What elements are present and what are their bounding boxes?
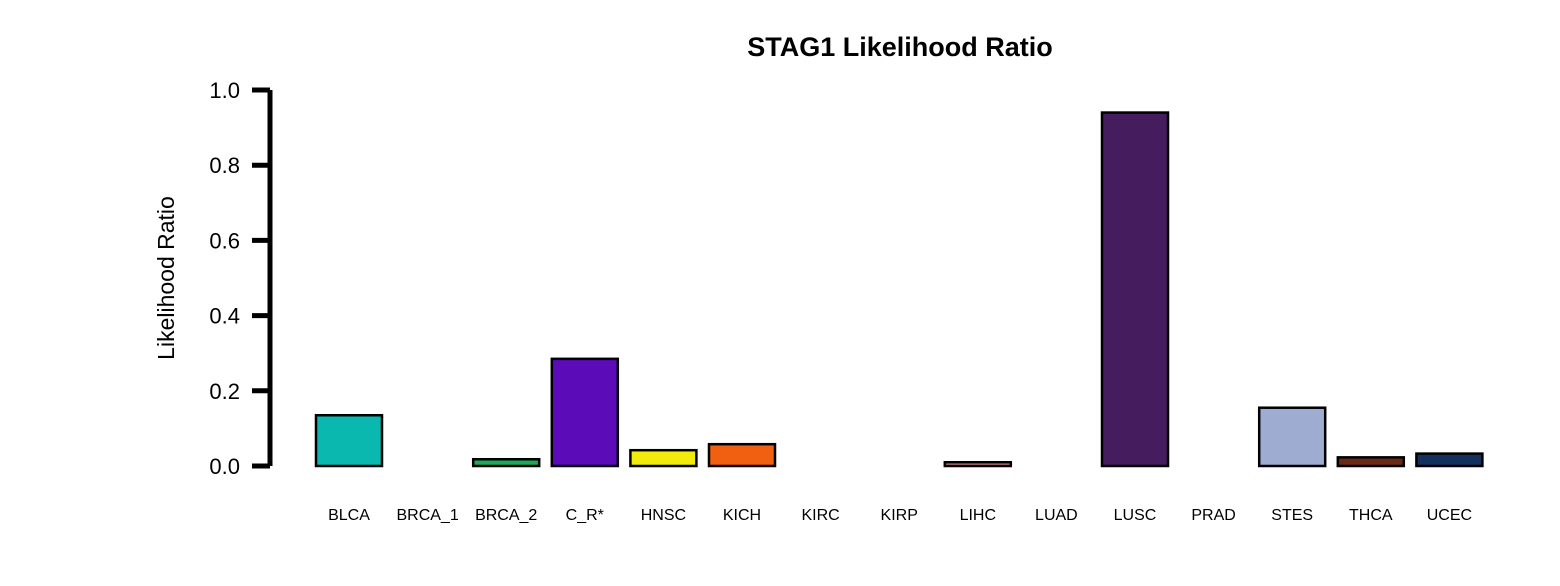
y-tick-label: 0.4 [209, 304, 240, 329]
bar-c-r [550, 357, 620, 468]
x-tick-label: PRAD [1191, 507, 1235, 524]
x-tick-label: BRCA_1 [396, 507, 458, 524]
x-tick-label: KIRC [801, 507, 839, 524]
x-tick-label: KICH [723, 507, 761, 524]
x-tick-label: UCEC [1427, 507, 1472, 524]
x-tick-label: STES [1271, 507, 1313, 524]
bar-thca [1336, 456, 1406, 468]
x-tick-label: BLCA [328, 507, 370, 524]
y-axis-label: Likelihood Ratio [153, 196, 179, 360]
x-tick-label: LIHC [960, 507, 996, 524]
y-tick-label: 0.2 [209, 379, 240, 404]
y-tick-label: 0.6 [209, 228, 240, 253]
x-tick-label: THCA [1349, 507, 1393, 524]
x-tick-label: C_R* [566, 507, 604, 524]
y-tick-label: 0.8 [209, 153, 240, 178]
bar-kich [707, 442, 777, 468]
x-axis-labels: BLCA BRCA_1 BRCA_2 C_R* HNSC KICH KIRC KIRP LIHC… [328, 507, 1472, 524]
bar-lihc [943, 460, 1013, 468]
x-tick-label: KIRP [881, 507, 918, 524]
bar-hnsc [629, 448, 698, 468]
y-tick-label: 0.0 [209, 454, 240, 479]
bar-blca [314, 413, 384, 468]
bar-stes [1257, 406, 1327, 468]
chart-title: STAG1 Likelihood Ratio [747, 32, 1053, 62]
bar-lusc [1100, 111, 1170, 468]
bar-brca-2 [471, 457, 541, 468]
bars [314, 111, 1484, 468]
x-tick-label: BRCA_2 [475, 507, 537, 524]
bar-ucec [1415, 452, 1484, 468]
x-tick-label: LUSC [1114, 507, 1157, 524]
x-tick-label: LUAD [1035, 507, 1078, 524]
y-axis: 0.0 0.2 0.4 0.6 0.8 1.0 [209, 78, 273, 479]
y-tick-label: 1.0 [209, 78, 240, 103]
x-tick-label: HNSC [641, 507, 686, 524]
